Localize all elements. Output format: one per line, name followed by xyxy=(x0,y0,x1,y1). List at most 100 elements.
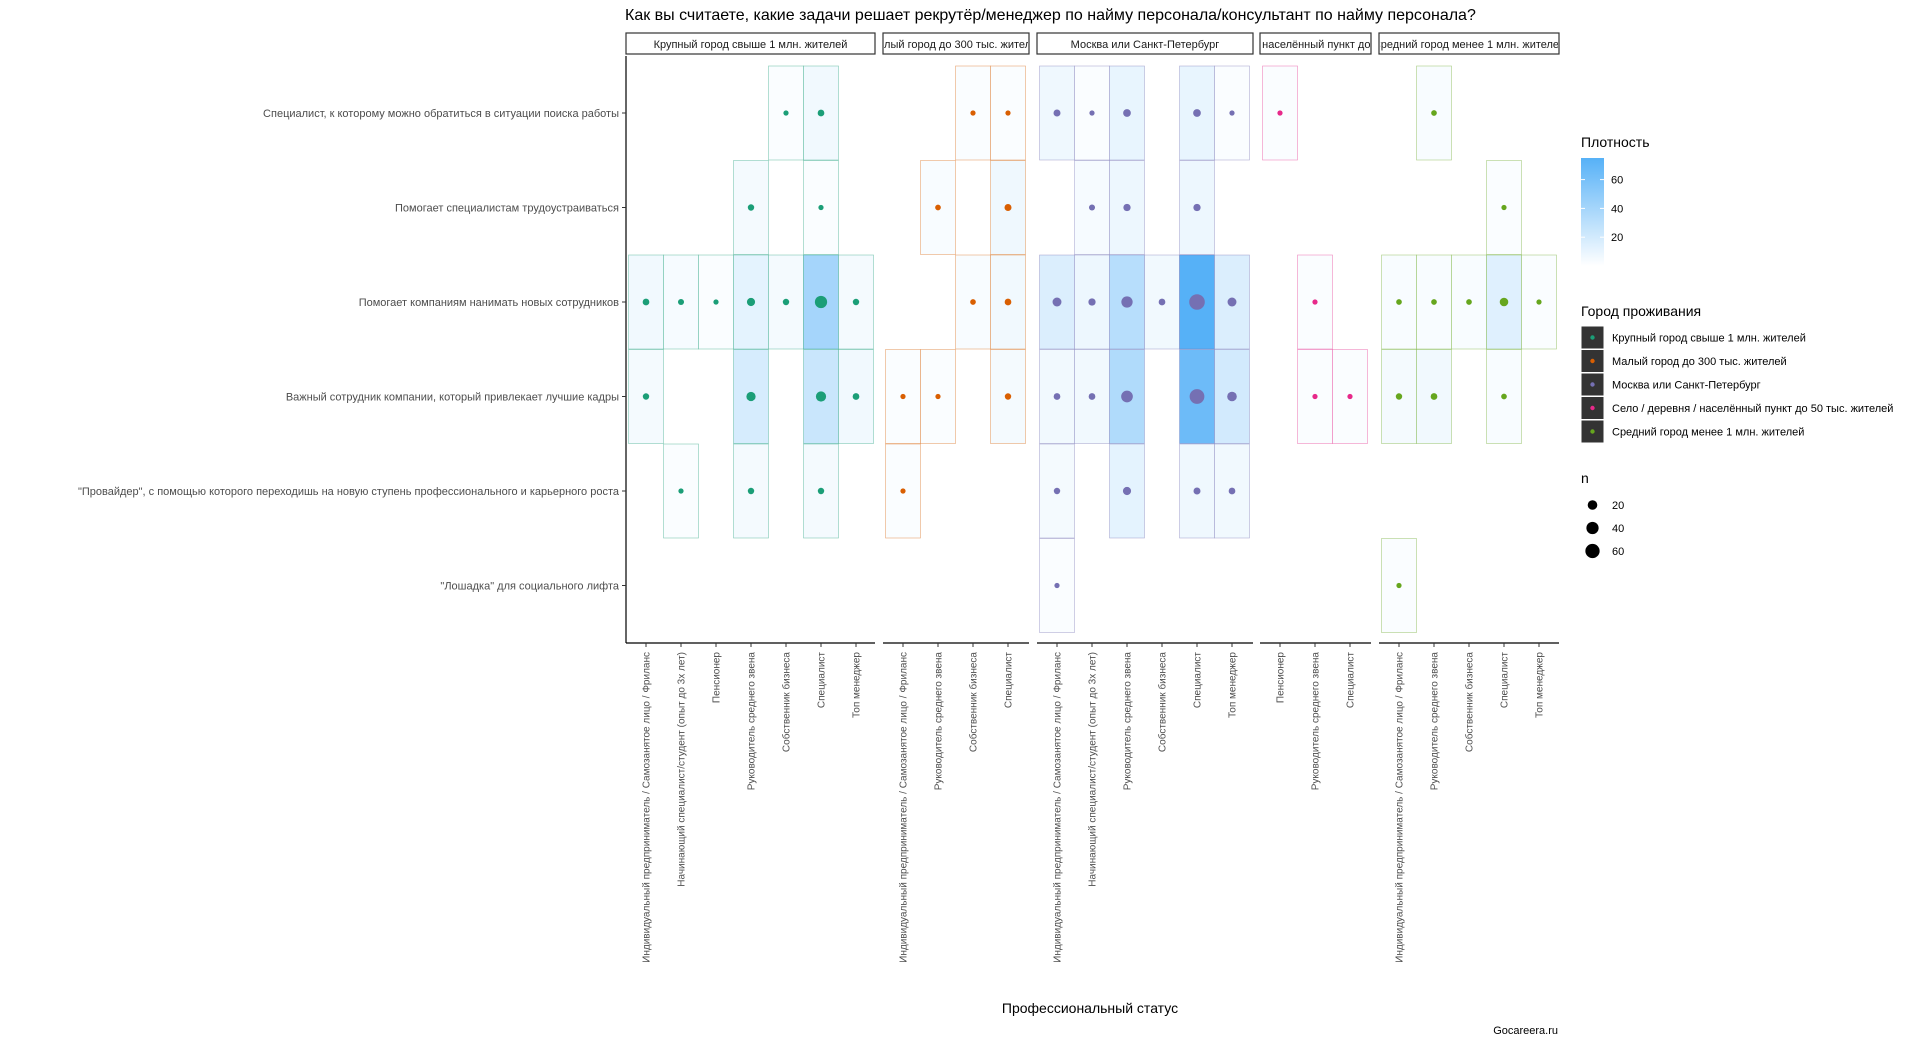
count-point xyxy=(814,295,828,309)
count-point xyxy=(1430,393,1438,400)
size-legend-label: 60 xyxy=(1612,546,1624,558)
y-axis-ticks: Специалист, к которому можно обратиться … xyxy=(78,56,627,643)
count-point xyxy=(818,204,824,211)
count-point xyxy=(900,393,906,400)
color-legend-point xyxy=(1590,429,1595,434)
size-legend-title: n xyxy=(1581,470,1589,486)
count-point xyxy=(1053,393,1061,400)
count-point xyxy=(815,391,827,402)
count-point xyxy=(900,488,906,494)
count-point xyxy=(642,393,650,400)
count-point xyxy=(1312,393,1318,400)
count-point xyxy=(1004,204,1012,211)
x-tick-label: Топ менеджер xyxy=(1228,652,1239,718)
count-point xyxy=(782,298,790,306)
facet-strip-label: Средний город менее 1 млн. жителей xyxy=(1373,39,1565,51)
x-tick-label: Начинающий специалист/студент (опыт до 3… xyxy=(677,652,688,887)
x-tick-label: Индивидуальный предприниматель / Самозан… xyxy=(642,652,653,963)
count-point xyxy=(677,298,685,306)
count-point xyxy=(1501,393,1507,400)
count-point xyxy=(1004,298,1012,306)
density-tile xyxy=(1381,349,1417,444)
fill-legend-label: 20 xyxy=(1611,232,1623,244)
facet-panel: Крупный город свыше 1 млн. жителей Индиви… xyxy=(625,32,876,963)
count-point xyxy=(1088,204,1096,211)
caption: Gocareera.ru xyxy=(1493,1025,1558,1037)
count-point xyxy=(1395,393,1403,400)
x-tick-label: Специалист xyxy=(817,652,828,708)
x-tick-label: Руководитель среднего звена xyxy=(1430,652,1441,791)
count-point xyxy=(1396,299,1402,305)
count-point xyxy=(783,110,789,116)
count-point xyxy=(1088,298,1096,306)
x-tick-label: Руководитель среднего звена xyxy=(1123,652,1134,791)
x-tick-label: Собственник бизнеса xyxy=(1157,652,1169,753)
fill-legend-label: 40 xyxy=(1611,203,1623,215)
count-point xyxy=(970,299,976,305)
facet-strip-label: Москва или Санкт-Петербург xyxy=(1071,39,1220,51)
size-legend-point xyxy=(1587,500,1598,510)
x-tick-label: Специалист xyxy=(1346,652,1357,708)
facet-panel: Средний город менее 1 млн. жителей Индиви… xyxy=(1373,32,1565,963)
size-legend-point xyxy=(1586,521,1599,535)
count-point xyxy=(817,487,825,495)
count-point xyxy=(1052,297,1062,307)
count-point xyxy=(1189,294,1205,310)
x-tick-label: Топ менеджер xyxy=(852,652,863,718)
count-point xyxy=(1193,109,1201,117)
count-point xyxy=(935,393,941,400)
count-point xyxy=(1277,110,1283,116)
y-tick-label: Помогает компаниям нанимать новых сотруд… xyxy=(359,297,619,309)
x-tick-label: Индивидуальный предприниматель / Самозан… xyxy=(1395,652,1406,963)
count-point xyxy=(970,110,976,116)
size-legend-label: 40 xyxy=(1612,523,1624,535)
y-tick-label: "Лошадка" для социального лифта xyxy=(440,581,619,593)
facet-strip-label: Село / деревня / населённый пункт до 50 … xyxy=(1175,39,1456,51)
count-point xyxy=(817,109,825,117)
color-legend-label: Средний город менее 1 млн. жителей xyxy=(1612,427,1804,439)
count-point xyxy=(852,393,860,400)
count-point xyxy=(642,298,650,306)
density-tile xyxy=(955,254,991,350)
x-tick-label: Руководитель среднего звена xyxy=(747,652,758,791)
fill-legend-title: Плотность xyxy=(1581,134,1650,150)
count-point xyxy=(1121,390,1133,403)
count-point xyxy=(1229,110,1235,116)
facet-strip xyxy=(882,32,1030,55)
size-legend-point xyxy=(1585,543,1600,559)
count-point xyxy=(1054,582,1060,589)
count-point xyxy=(1396,582,1402,589)
x-tick-label: Индивидуальный предприниматель / Самозан… xyxy=(1053,652,1064,963)
facet-strip xyxy=(1378,32,1560,55)
count-point xyxy=(713,299,719,305)
count-point xyxy=(1121,296,1133,308)
count-point xyxy=(1536,299,1542,305)
density-tile xyxy=(733,254,769,350)
count-point xyxy=(1123,109,1131,117)
count-point xyxy=(1123,203,1131,212)
count-point xyxy=(1499,297,1509,307)
x-tick-label: Начинающий специалист/студент (опыт до 3… xyxy=(1088,652,1099,887)
count-point xyxy=(678,488,684,494)
x-tick-label: Пенсионер xyxy=(1276,652,1287,704)
density-tile xyxy=(838,349,874,444)
count-point xyxy=(1431,299,1437,305)
facet-panel: Малый город до 300 тыс. жителей Индивидуа… xyxy=(882,32,1030,963)
count-point xyxy=(1227,297,1237,307)
x-tick-label: Специалист xyxy=(1004,652,1015,708)
count-point xyxy=(1501,204,1507,211)
chart-title: Как вы считаете, какие задачи решает рек… xyxy=(625,7,1476,24)
density-tile xyxy=(803,349,839,444)
color-legend-point xyxy=(1590,358,1595,364)
x-tick-label: Собственник бизнеса xyxy=(1464,652,1476,753)
count-point xyxy=(1193,203,1201,212)
color-legend-label: Москва или Санкт-Петербург xyxy=(1612,380,1761,392)
x-tick-label: Специалист xyxy=(1193,652,1204,708)
color-legend-label: Малый город до 300 тыс. жителей xyxy=(1612,356,1787,368)
count-point xyxy=(1053,109,1061,117)
count-point xyxy=(1466,299,1472,305)
fill-colorbar xyxy=(1581,158,1604,266)
legend: Плотность 20 40 60 Город проживания Крупный г… xyxy=(1580,134,1893,559)
x-axis-title: Профессиональный статус xyxy=(1002,1000,1178,1016)
